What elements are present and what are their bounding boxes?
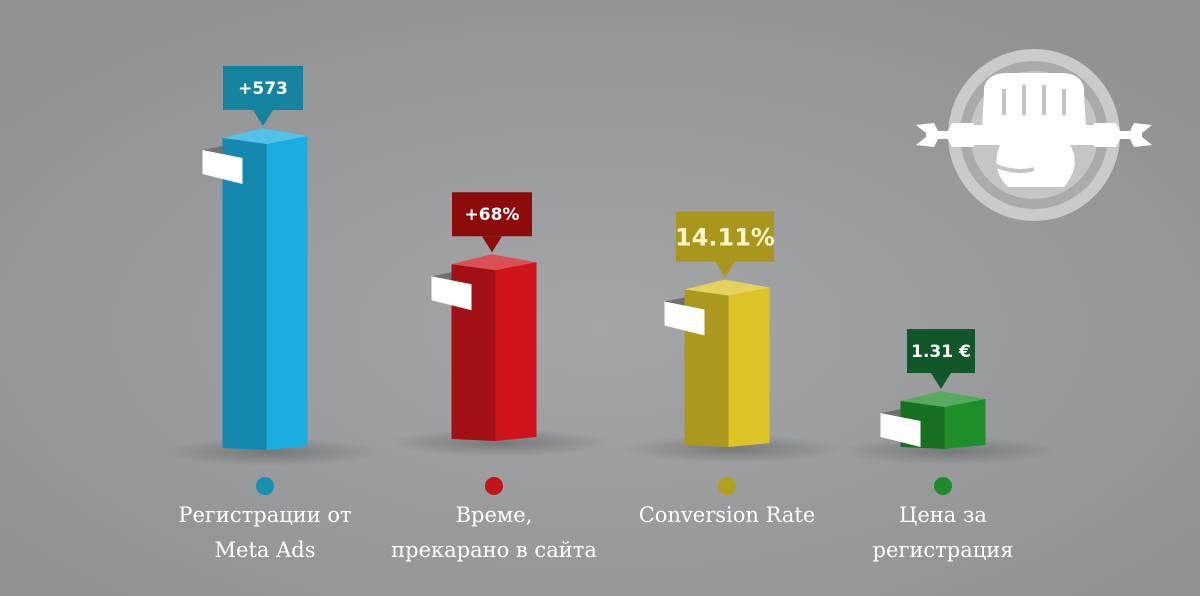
fist-wrench-icon	[916, 49, 1152, 221]
bar-shadow	[839, 437, 1059, 465]
legend-dot	[485, 477, 503, 495]
bar-side-face	[495, 262, 537, 441]
category-label-line: Meta Ads	[214, 538, 316, 562]
category-label-line: Цена за	[899, 503, 987, 527]
bar-3: 14.11%	[623, 211, 843, 495]
value-label: 1.31 €	[911, 342, 971, 362]
value-callout-box	[452, 192, 532, 237]
bar-4: 1.31 €	[839, 329, 1059, 495]
value-callout-pointer	[931, 373, 951, 390]
bar-shadow	[161, 438, 381, 466]
bar-top-face	[900, 391, 986, 408]
bar-shadow	[623, 435, 843, 463]
legend-dot	[256, 477, 274, 495]
category-label: Цена за регистрация	[813, 498, 1073, 568]
bars: +573 +68% 14.11% 1.31 €	[161, 66, 1059, 495]
value-callout: +68%	[452, 192, 532, 253]
bar-top-face	[222, 128, 308, 144]
bar-flag	[202, 150, 243, 184]
bar-top-face	[451, 254, 537, 271]
bar-side-face	[944, 399, 986, 449]
bar-flag	[431, 276, 472, 311]
value-callout-pointer	[482, 236, 502, 253]
value-callout-box	[676, 211, 774, 262]
bar-front-face	[451, 264, 496, 441]
category-label: Conversion Rate	[597, 498, 857, 533]
value-label: 14.11%	[675, 224, 775, 252]
value-callout-box	[907, 329, 975, 374]
bar-top-face	[684, 279, 770, 296]
value-label: +573	[238, 79, 288, 99]
bar-1: +573	[161, 66, 381, 495]
category-label-line: регистрация	[872, 538, 1014, 562]
bar-side-face	[266, 136, 308, 450]
category-label: Време, прекарано в сайта	[364, 498, 624, 568]
bar-flag	[880, 413, 921, 448]
value-label: +68%	[465, 205, 520, 225]
bar-side-face	[728, 287, 770, 447]
logo	[916, 49, 1152, 221]
legend-dot	[934, 477, 952, 495]
category-label: Регистрации от Meta Ads	[135, 498, 395, 568]
value-callout: +573	[223, 66, 303, 126]
value-callout-box	[223, 66, 303, 110]
bar-front-face	[222, 138, 267, 450]
bar-shadow	[390, 429, 610, 457]
bar-2: +68%	[390, 192, 610, 495]
category-label-line: Време,	[455, 503, 533, 527]
value-callout-pointer	[715, 261, 735, 278]
value-callout: 1.31 €	[907, 329, 975, 390]
value-callout: 14.11%	[675, 211, 775, 278]
legend-dot	[718, 477, 736, 495]
category-label-line: Conversion Rate	[638, 503, 816, 527]
value-callout-pointer	[253, 110, 273, 126]
category-label-line: Регистрации от	[178, 503, 352, 527]
bar-flag	[664, 301, 705, 336]
category-label-line: прекарано в сайта	[391, 538, 597, 562]
